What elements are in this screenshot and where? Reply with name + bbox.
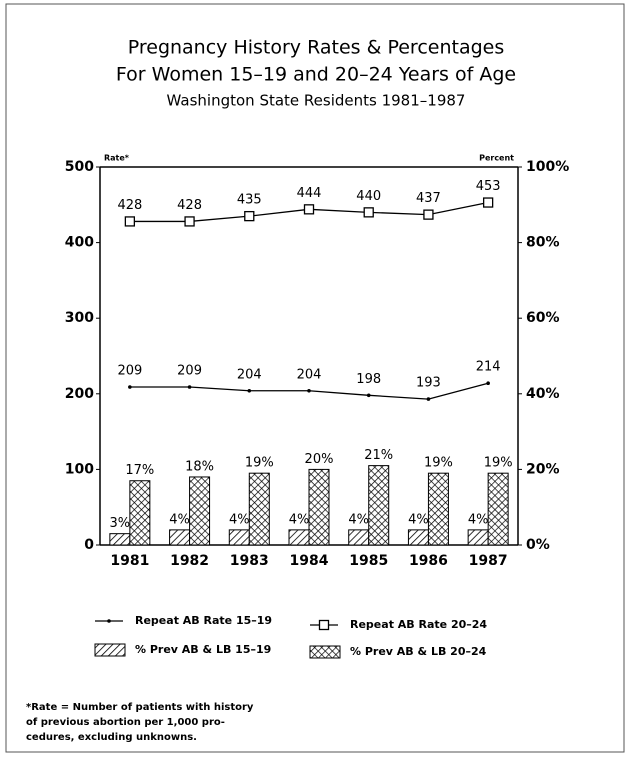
chart-title: For Women 15–19 and 20–24 Years of Age xyxy=(116,64,516,86)
line-marker xyxy=(363,207,374,218)
data-label: 4% xyxy=(169,512,190,527)
bar xyxy=(189,476,211,546)
data-label: 204 xyxy=(237,367,262,382)
line-marker xyxy=(244,210,255,222)
data-label: 4% xyxy=(408,512,429,527)
x-tick-label: 1985 xyxy=(349,553,388,569)
y-tick-label: 200 xyxy=(65,386,94,402)
bar xyxy=(407,529,429,546)
legend-swatch xyxy=(107,619,111,623)
bar xyxy=(129,480,151,546)
x-tick-label: 1983 xyxy=(230,553,269,569)
x-tick-label: 1984 xyxy=(290,553,329,569)
footnote: cedures, excluding unknowns. xyxy=(26,732,197,743)
bar xyxy=(248,472,270,546)
bar xyxy=(288,529,310,546)
line-marker xyxy=(187,385,192,389)
y-tick-label: 0 xyxy=(84,537,94,553)
y2-tick-label: 40% xyxy=(526,386,560,402)
x-tick-label: 1981 xyxy=(110,553,149,569)
frame xyxy=(5,3,625,753)
y-tick-label: 500 xyxy=(65,159,94,175)
y2-axis-label: Percent xyxy=(479,154,514,163)
line-marker xyxy=(486,381,490,386)
data-label: 193 xyxy=(416,376,441,391)
y2-tick-label: 20% xyxy=(526,461,560,477)
line-marker xyxy=(128,385,132,389)
data-label: 209 xyxy=(177,363,202,378)
data-label: 4% xyxy=(229,512,250,527)
y-tick-label: 400 xyxy=(65,235,94,251)
bar xyxy=(348,529,370,546)
line-marker xyxy=(307,388,311,393)
data-label: 428 xyxy=(117,198,142,213)
data-label: 17% xyxy=(125,463,154,478)
legend-label: Repeat AB Rate 20–24 xyxy=(350,618,487,631)
bar xyxy=(467,529,489,546)
y2-tick-label: 60% xyxy=(526,310,560,326)
y2-tick-label: 80% xyxy=(526,235,560,251)
data-label: 18% xyxy=(185,459,214,474)
data-label: 440 xyxy=(356,189,381,204)
chart-title: Pregnancy History Rates & Percentages xyxy=(128,37,505,59)
data-label: 453 xyxy=(476,179,501,194)
data-label: 198 xyxy=(356,372,381,387)
data-label: 444 xyxy=(297,186,322,201)
y-tick-label: 300 xyxy=(65,310,94,326)
line-marker xyxy=(482,197,494,208)
data-label: 19% xyxy=(245,456,274,471)
line-marker xyxy=(303,204,315,215)
y2-tick-label: 0% xyxy=(526,537,550,553)
line-marker xyxy=(124,216,136,227)
data-label: 214 xyxy=(476,360,501,375)
data-label: 4% xyxy=(468,512,489,527)
y2-tick-label: 100% xyxy=(526,159,569,175)
bar xyxy=(427,472,449,546)
line-marker xyxy=(184,216,195,227)
bar xyxy=(368,465,390,546)
legend-swatch xyxy=(309,645,341,659)
data-label: 437 xyxy=(416,191,441,206)
data-label: 4% xyxy=(289,512,310,527)
legend-label: % Prev AB & LB 20–24 xyxy=(350,645,487,658)
data-label: 20% xyxy=(305,452,334,467)
data-label: 4% xyxy=(348,512,369,527)
bar xyxy=(169,529,191,546)
data-label: 3% xyxy=(110,516,131,531)
legend-label: Repeat AB Rate 15–19 xyxy=(135,614,272,627)
legend-swatch xyxy=(318,619,330,631)
legend-label: % Prev AB & LB 15–19 xyxy=(135,643,271,656)
x-tick-label: 1986 xyxy=(409,553,448,569)
data-label: 428 xyxy=(177,198,202,213)
x-tick-label: 1987 xyxy=(469,553,508,569)
line-marker xyxy=(366,393,371,398)
y-axis-label: Rate* xyxy=(104,154,130,163)
data-label: 435 xyxy=(237,193,262,208)
data-label: 209 xyxy=(117,363,142,378)
line-marker xyxy=(426,397,431,401)
bar xyxy=(308,468,330,546)
chart-subtitle: Washington State Residents 1981–1987 xyxy=(167,92,466,110)
bar xyxy=(487,472,509,546)
legend-swatch xyxy=(94,643,126,657)
bar xyxy=(228,529,250,546)
bar xyxy=(109,533,131,546)
footnote: *Rate = Number of patients with history xyxy=(26,702,254,713)
line-marker xyxy=(247,388,252,393)
data-label: 19% xyxy=(484,456,513,471)
data-label: 21% xyxy=(364,448,393,463)
footnote: of previous abortion per 1,000 pro- xyxy=(26,717,225,728)
x-tick-label: 1982 xyxy=(170,553,209,569)
data-label: 204 xyxy=(297,367,322,382)
line-marker xyxy=(423,209,434,220)
y-tick-label: 100 xyxy=(65,461,94,477)
data-label: 19% xyxy=(424,456,453,471)
